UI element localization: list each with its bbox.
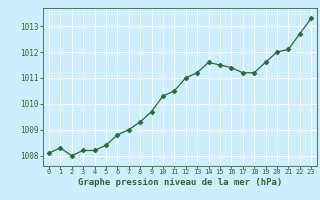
X-axis label: Graphe pression niveau de la mer (hPa): Graphe pression niveau de la mer (hPa) <box>78 178 282 187</box>
